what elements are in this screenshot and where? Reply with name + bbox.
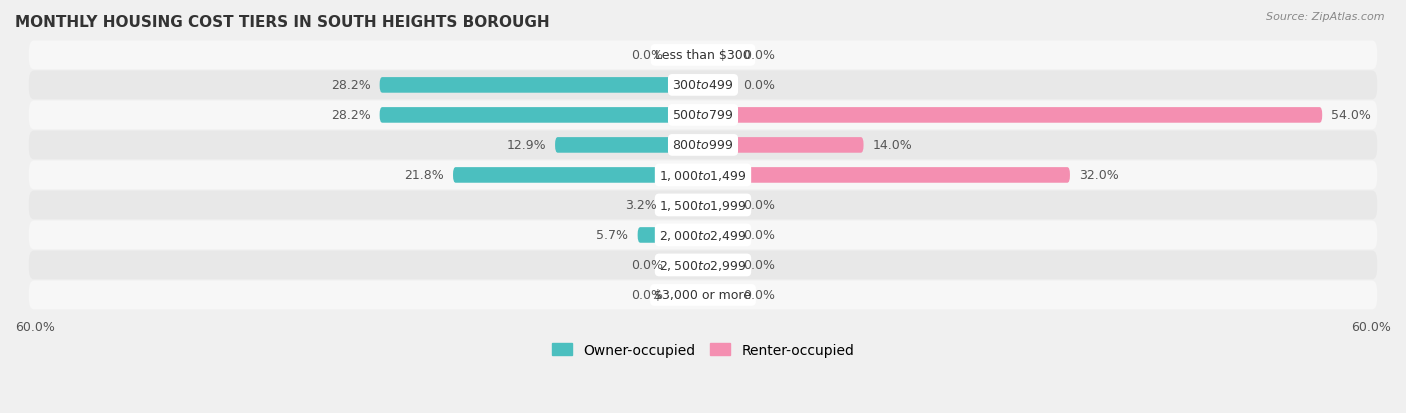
Text: 5.7%: 5.7% xyxy=(596,229,628,242)
Text: $2,500 to $2,999: $2,500 to $2,999 xyxy=(659,259,747,272)
FancyBboxPatch shape xyxy=(703,198,731,213)
Text: 0.0%: 0.0% xyxy=(744,259,775,272)
FancyBboxPatch shape xyxy=(28,251,1378,280)
Text: 32.0%: 32.0% xyxy=(1080,169,1119,182)
FancyBboxPatch shape xyxy=(703,287,731,303)
Text: $2,000 to $2,499: $2,000 to $2,499 xyxy=(659,228,747,242)
FancyBboxPatch shape xyxy=(675,48,703,64)
FancyBboxPatch shape xyxy=(666,198,703,213)
Legend: Owner-occupied, Renter-occupied: Owner-occupied, Renter-occupied xyxy=(546,337,860,363)
FancyBboxPatch shape xyxy=(703,258,731,273)
Text: $3,000 or more: $3,000 or more xyxy=(655,289,751,302)
FancyBboxPatch shape xyxy=(28,161,1378,190)
FancyBboxPatch shape xyxy=(675,287,703,303)
Text: $300 to $499: $300 to $499 xyxy=(672,79,734,92)
FancyBboxPatch shape xyxy=(703,78,731,93)
Text: $500 to $799: $500 to $799 xyxy=(672,109,734,122)
FancyBboxPatch shape xyxy=(380,78,703,93)
FancyBboxPatch shape xyxy=(28,131,1378,160)
Text: MONTHLY HOUSING COST TIERS IN SOUTH HEIGHTS BOROUGH: MONTHLY HOUSING COST TIERS IN SOUTH HEIG… xyxy=(15,15,550,30)
Text: 54.0%: 54.0% xyxy=(1331,109,1371,122)
Text: $1,500 to $1,999: $1,500 to $1,999 xyxy=(659,199,747,212)
FancyBboxPatch shape xyxy=(28,101,1378,130)
Text: 3.2%: 3.2% xyxy=(626,199,657,212)
FancyBboxPatch shape xyxy=(28,191,1378,220)
Text: 0.0%: 0.0% xyxy=(744,49,775,62)
FancyBboxPatch shape xyxy=(675,258,703,273)
Text: Less than $300: Less than $300 xyxy=(655,49,751,62)
FancyBboxPatch shape xyxy=(28,71,1378,100)
FancyBboxPatch shape xyxy=(703,138,863,153)
FancyBboxPatch shape xyxy=(453,168,703,183)
FancyBboxPatch shape xyxy=(28,41,1378,70)
Text: $1,000 to $1,499: $1,000 to $1,499 xyxy=(659,169,747,183)
FancyBboxPatch shape xyxy=(703,168,1070,183)
Text: 60.0%: 60.0% xyxy=(15,321,55,334)
Text: 0.0%: 0.0% xyxy=(744,199,775,212)
FancyBboxPatch shape xyxy=(28,221,1378,250)
FancyBboxPatch shape xyxy=(703,108,1322,123)
FancyBboxPatch shape xyxy=(28,281,1378,310)
Text: 14.0%: 14.0% xyxy=(873,139,912,152)
Text: 12.9%: 12.9% xyxy=(506,139,546,152)
Text: 0.0%: 0.0% xyxy=(744,229,775,242)
Text: 0.0%: 0.0% xyxy=(631,49,662,62)
Text: $800 to $999: $800 to $999 xyxy=(672,139,734,152)
Text: 21.8%: 21.8% xyxy=(404,169,444,182)
Text: Source: ZipAtlas.com: Source: ZipAtlas.com xyxy=(1267,12,1385,22)
Text: 28.2%: 28.2% xyxy=(330,109,370,122)
FancyBboxPatch shape xyxy=(555,138,703,153)
FancyBboxPatch shape xyxy=(703,48,731,64)
FancyBboxPatch shape xyxy=(380,108,703,123)
Text: 28.2%: 28.2% xyxy=(330,79,370,92)
FancyBboxPatch shape xyxy=(638,228,703,243)
Text: 60.0%: 60.0% xyxy=(1351,321,1391,334)
Text: 0.0%: 0.0% xyxy=(744,289,775,302)
Text: 0.0%: 0.0% xyxy=(631,289,662,302)
Text: 0.0%: 0.0% xyxy=(744,79,775,92)
Text: 0.0%: 0.0% xyxy=(631,259,662,272)
FancyBboxPatch shape xyxy=(703,228,731,243)
